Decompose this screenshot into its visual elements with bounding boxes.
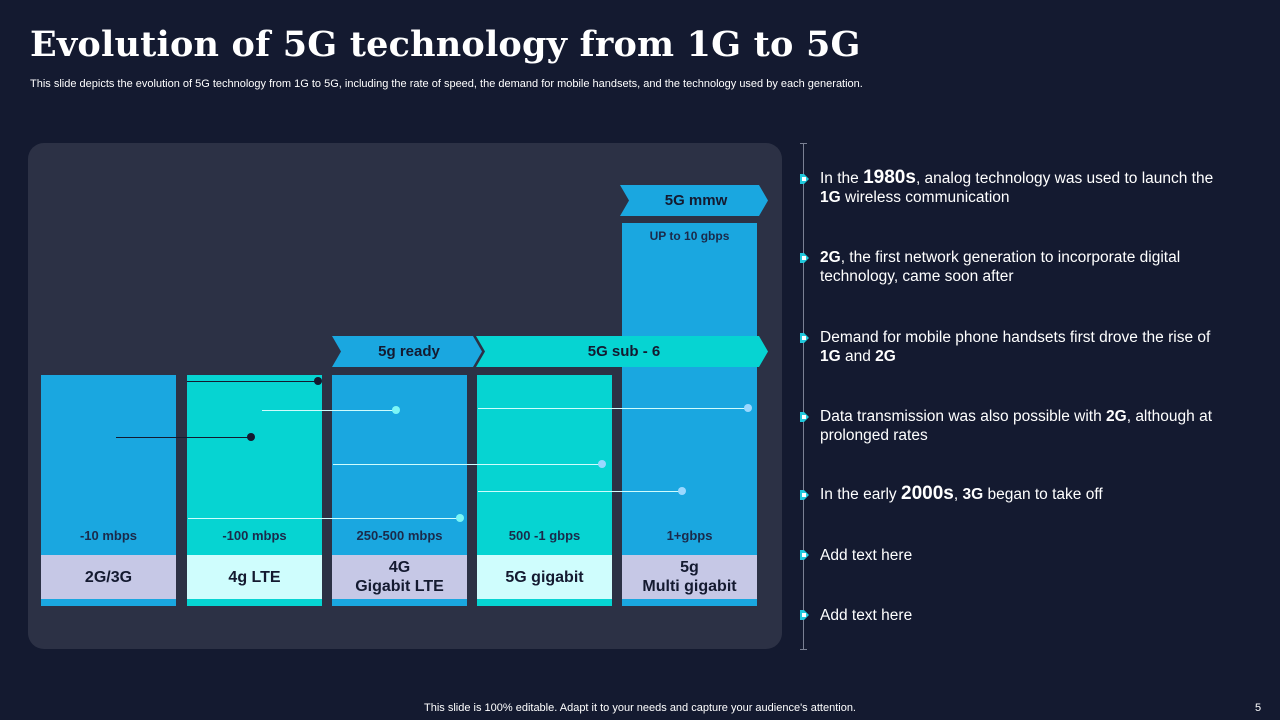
column-label: 5G gigabit (477, 555, 612, 599)
up-to-speed-label: UP to 10 gbps (649, 229, 730, 243)
connector-line (478, 408, 748, 409)
generation-text: 1G (820, 189, 841, 206)
generation-text: 2G (875, 348, 896, 365)
generation-text: 2G (1106, 408, 1127, 425)
timeline-marker-icon (800, 610, 809, 620)
slide-title: Evolution of 5G technology from 1G to 5G (30, 24, 861, 65)
column-speed: -10 mbps (79, 528, 138, 543)
timeline-bullet-data-transmission: Data transmission was also possible with… (820, 407, 1232, 445)
text: , although at prolonged rates (820, 408, 1213, 444)
column-bar (477, 375, 612, 555)
column-base-strip (622, 599, 757, 606)
column-speed: -100 mbps (222, 528, 287, 543)
generation-text: 3G (962, 486, 984, 503)
connector-dot (392, 406, 400, 414)
connector-line (116, 437, 250, 438)
text: and (840, 348, 876, 365)
timeline-bullet-placeholder: Add text here (820, 546, 1232, 565)
text: wireless communication (840, 189, 1010, 206)
timeline-bullet-2g: 2G, the first network generation to inco… (820, 248, 1232, 286)
text: , the first network generation to incorp… (820, 249, 1181, 285)
banner-5g-ready: 5g ready (332, 336, 482, 367)
banner-label: 5G sub - 6 (587, 343, 661, 360)
column-label: 4G Gigabit LTE (332, 555, 467, 599)
text: , analog technology was used to launch t… (915, 170, 1214, 187)
connector-line (262, 410, 395, 411)
text: Data transmission was also possible with (820, 408, 1107, 425)
banner-5g-sub-6: 5G sub - 6 (476, 336, 768, 367)
text: Demand for mobile phone handsets first d… (820, 329, 1211, 346)
column-bar (187, 375, 322, 555)
connector-dot (678, 487, 686, 495)
timeline-bullet-demand: Demand for mobile phone handsets first d… (820, 328, 1232, 366)
column-bar (622, 223, 757, 555)
year-text: 2000s (901, 483, 954, 504)
connector-line (188, 518, 460, 519)
column-base-strip (41, 599, 176, 606)
banner-5g-mmw: 5G mmw (620, 185, 768, 216)
timeline-marker-icon (800, 253, 809, 263)
year-text: 1980s (863, 167, 916, 188)
banner-label: 5g ready (378, 343, 440, 360)
timeline-marker-icon (800, 412, 809, 422)
slide-subtitle: This slide depicts the evolution of 5G t… (30, 78, 863, 90)
connector-dot (598, 460, 606, 468)
column-base-strip (477, 599, 612, 606)
column-bar (41, 375, 176, 555)
column-bar (332, 375, 467, 555)
timeline-marker-icon (800, 490, 809, 500)
column-base-strip (332, 599, 467, 606)
timeline-bullet-1980s: In the 1980s, analog technology was used… (820, 168, 1232, 207)
column-base-strip (187, 599, 322, 606)
connector-dot (456, 514, 464, 522)
connector-line (333, 464, 602, 465)
connector-line (187, 381, 318, 382)
column-speed: 1+gbps (666, 528, 713, 543)
column-label: 4g LTE (187, 555, 322, 599)
connector-dot (314, 377, 322, 385)
text: Add text here (820, 547, 913, 564)
text: In the (820, 170, 864, 187)
column-label: 5g Multi gigabit (622, 555, 757, 599)
generation-text: 1G (820, 348, 841, 365)
timeline-marker-icon (800, 333, 809, 343)
timeline-marker-icon (800, 174, 809, 184)
generation-text: 2G (820, 249, 841, 266)
footer-note: This slide is 100% editable. Adapt it to… (424, 702, 856, 714)
banner-label: 5G mmw (664, 192, 728, 209)
text: , (953, 486, 963, 503)
page-number: 5 (1255, 702, 1262, 714)
text: In the early (820, 486, 901, 503)
connector-dot (744, 404, 752, 412)
timeline-bullet-placeholder: Add text here (820, 606, 1232, 625)
column-speed: 500 -1 gbps (508, 528, 581, 543)
timeline-axis (803, 143, 804, 650)
text: began to take off (983, 486, 1103, 503)
connector-line (478, 491, 682, 492)
text: Add text here (820, 607, 913, 624)
timeline-marker-icon (800, 550, 809, 560)
column-speed: 250-500 mbps (356, 528, 443, 543)
timeline-bullet-2000s: In the early 2000s, 3G began to take off (820, 484, 1232, 504)
timeline-tick (800, 649, 807, 650)
column-label: 2G/3G (41, 555, 176, 599)
connector-dot (247, 433, 255, 441)
timeline-tick (800, 143, 807, 144)
